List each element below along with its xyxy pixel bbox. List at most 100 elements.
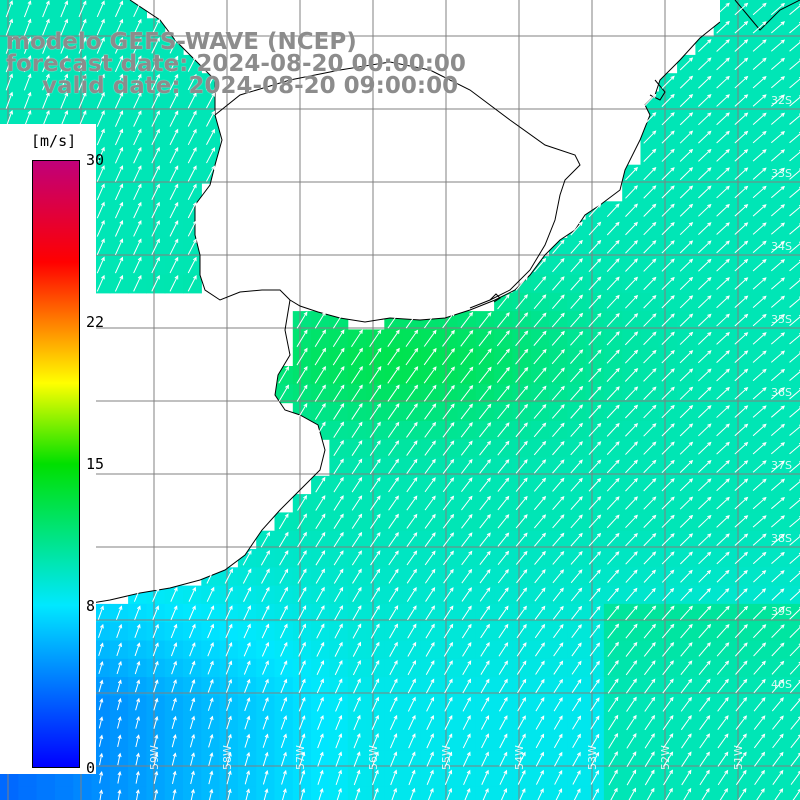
wind-arrow [698,39,712,52]
wind-cell [786,402,800,422]
wind-cell [786,475,800,495]
wind-arrow [734,20,749,34]
wind-cell [786,658,800,678]
wind-cell [786,73,800,93]
wind-arrow [78,18,87,36]
wind-arrow [752,39,767,52]
wind-cell [786,256,800,276]
wind-cell [713,786,733,800]
wind-cell [786,750,800,770]
wind-arrow [42,55,50,73]
wind-cell [622,786,642,800]
wind-cell [768,786,788,800]
wind-cell [530,786,550,800]
wind-arrow [752,21,767,34]
land-area [0,0,720,322]
wind-cell [494,786,513,800]
wind-cell [549,786,568,800]
wind-cell [420,786,440,800]
wind-cell [475,786,495,800]
wind-arrow [716,2,730,16]
coastline-segment [0,299,326,616]
lat-label: 38S [771,532,792,545]
wind-cell [786,183,800,202]
lat-label: 39S [771,605,792,618]
wind-cell [786,567,800,587]
wind-arrow [151,18,160,36]
wind-cell [786,292,800,312]
wind-arrow [23,0,32,18]
lon-label: 56W [367,745,380,770]
wind-cell [786,36,800,56]
wind-arrow [770,39,786,52]
wind-cell [384,786,404,800]
wind-arrow [5,55,14,73]
wind-arrow [114,18,124,36]
wind-cell [786,768,800,788]
wind-cell [786,640,800,660]
wind-cell [603,786,623,800]
wind-cell [786,786,800,800]
wind-arrow [96,18,105,36]
wind-arrow [23,36,32,54]
wind-arrow [770,2,786,16]
colorbar-tick-15: 15 [86,455,105,473]
wind-arrow [789,3,800,16]
wind-arrow [60,18,69,36]
wind-arrow [5,18,14,36]
wind-arrow [42,36,50,54]
wind-cell [786,732,800,751]
wind-cell [0,786,19,800]
wind-cell [786,109,800,129]
wind-cell [786,18,800,38]
wind-cell [36,786,56,800]
lat-label: 36S [771,386,792,399]
lat-label: 37S [771,459,792,472]
lon-label: 51W [732,745,745,770]
wind-cell [695,786,715,800]
wind-arrow [133,18,142,36]
wind-cell [786,622,800,642]
wind-cell [786,366,800,385]
wind-arrow [60,0,69,18]
wind-cell [512,786,532,800]
wind-cell [786,219,800,239]
wind-cell [786,329,800,349]
lon-label: 58W [221,745,234,770]
lon-label: 52W [659,745,672,770]
coastline-segment [734,0,800,31]
wind-cell [786,677,800,696]
wind-vectors [5,0,800,800]
wind-cell [567,786,587,800]
wind-cell [457,786,477,800]
coastline-segment [214,61,581,309]
wind-arrow [734,2,749,16]
wind-cell [786,420,800,440]
lat-label: 32S [771,94,792,107]
wind-arrow [114,0,124,18]
wind-cell [366,786,385,800]
colorbar-gradient [32,160,80,768]
wind-arrow [734,39,749,52]
wind-arrow [96,0,105,18]
title-valid-date: valid date: 2024-08-20 09:00:00 [42,73,459,99]
colorbar-tick-22: 22 [86,313,105,332]
wind-arrow [78,0,87,18]
wind-arrow [60,55,69,73]
wind-arrow [114,37,124,54]
lat-label: 40S [771,678,792,691]
lon-label: 53W [586,745,599,770]
wind-cell [402,786,422,800]
wind-cell [786,54,800,74]
wind-cell [786,512,800,532]
wind-cell [750,786,770,800]
wind-arrow [716,39,730,52]
wind-cell [54,786,74,800]
wind-cell [786,549,800,568]
wind-cell [786,439,800,459]
wind-arrow [789,22,800,34]
wind-arrow [133,37,142,54]
wind-cell [585,786,605,800]
